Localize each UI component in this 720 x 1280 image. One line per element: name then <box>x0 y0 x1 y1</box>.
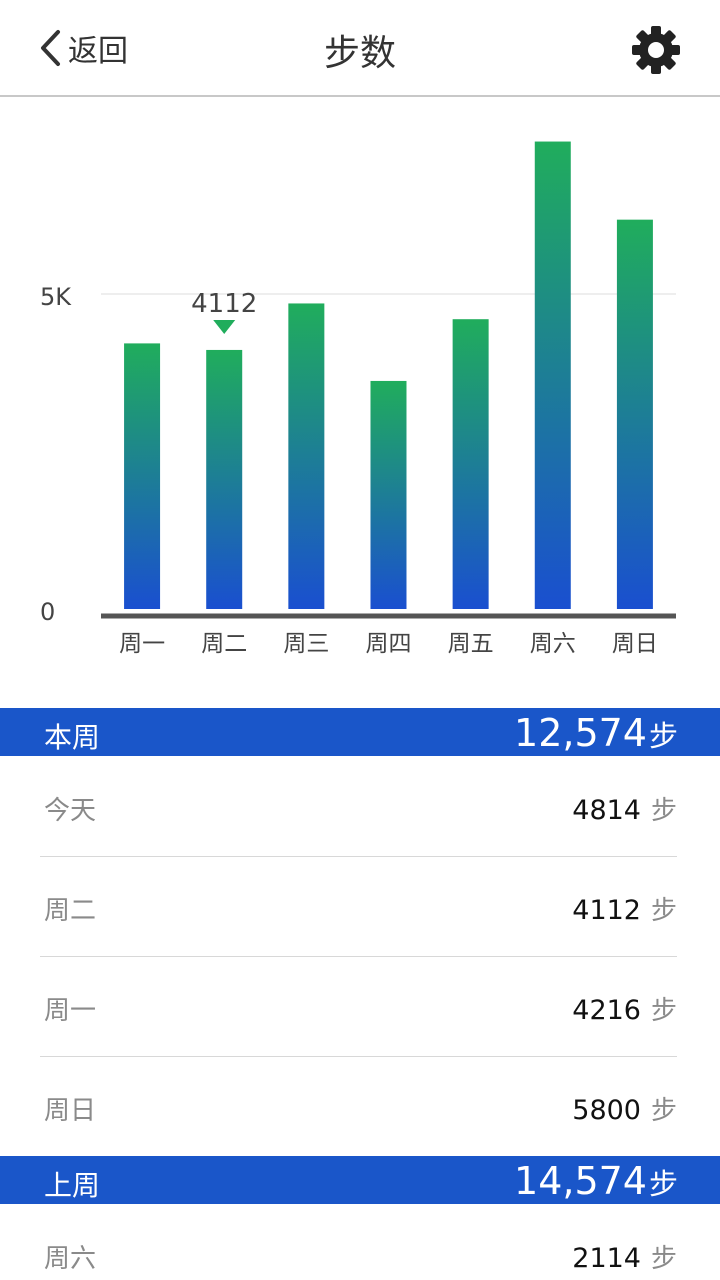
day-label: 周日 <box>44 1096 97 1126</box>
step-count: 4216 <box>572 995 641 1026</box>
chevron-left-icon <box>41 30 60 66</box>
steps-chart: 0 5K 周一 周二 周三 周四 周五 周六 周日 4112 <box>0 99 720 679</box>
this-week-total-number: 12,574 <box>514 711 647 755</box>
list-item[interactable]: 周六 2114 步 <box>40 1205 677 1280</box>
bar <box>288 303 325 609</box>
day-label: 周六 <box>44 1244 97 1274</box>
list-item[interactable]: 周日 5800 步 <box>40 1057 677 1157</box>
list-item[interactable]: 今天 4814 步 <box>40 757 677 857</box>
day-label: 今天 <box>44 796 97 826</box>
day-steps: 4814 步 <box>572 790 677 827</box>
day-label: 周一 <box>44 996 97 1026</box>
last-week-header: 上周 14,574 步 <box>0 1156 720 1204</box>
back-label: 返回 <box>68 34 128 69</box>
bar <box>124 343 161 609</box>
step-unit: 步 <box>650 896 677 926</box>
steps-bar-chart: 0 5K 周一 周二 周三 周四 周五 周六 周日 4112 <box>40 141 676 657</box>
day-steps: 2114 步 <box>572 1238 677 1275</box>
this-week-total: 12,574 步 <box>514 711 678 755</box>
y-tick-label: 0 <box>40 598 55 626</box>
bar <box>534 141 571 609</box>
step-count: 4112 <box>572 895 641 926</box>
day-steps: 5800 步 <box>572 1090 677 1127</box>
last-week-total: 14,574 步 <box>514 1159 678 1203</box>
step-unit: 步 <box>650 1244 677 1274</box>
bar <box>370 380 407 609</box>
navigation-bar: 返回 步数 <box>0 0 720 97</box>
step-unit: 步 <box>650 796 677 826</box>
y-tick-label: 5K <box>40 283 72 311</box>
last-week-label: 上周 <box>44 1169 101 1202</box>
x-tick-label: 周日 <box>612 631 658 657</box>
x-tick-label: 周一 <box>119 631 165 657</box>
this-week-header: 本周 12,574 步 <box>0 708 720 756</box>
day-label: 周二 <box>44 896 97 926</box>
day-steps: 4216 步 <box>572 990 677 1027</box>
step-count: 2114 <box>572 1243 641 1274</box>
step-unit: 步 <box>650 996 677 1026</box>
day-steps: 4112 步 <box>572 890 677 927</box>
step-unit: 步 <box>650 1096 677 1126</box>
step-count: 5800 <box>572 1095 641 1126</box>
step-count: 4814 <box>572 795 641 826</box>
back-button[interactable]: 返回 <box>38 26 128 70</box>
bar <box>616 219 653 609</box>
bar <box>452 319 489 609</box>
last-week-total-unit: 步 <box>648 1167 678 1201</box>
x-tick-label: 周六 <box>530 631 576 657</box>
this-week-label: 本周 <box>44 721 101 754</box>
list-item[interactable]: 周一 4216 步 <box>40 957 677 1057</box>
selected-bar-value: 4112 <box>191 289 257 319</box>
x-tick-label: 周三 <box>283 631 329 657</box>
x-tick-label: 周四 <box>365 631 411 657</box>
selected-bar-marker <box>213 319 236 334</box>
x-tick-label: 周五 <box>448 631 494 657</box>
last-week-total-number: 14,574 <box>514 1159 647 1203</box>
x-tick-label: 周二 <box>201 631 247 657</box>
bar <box>206 349 243 609</box>
this-week-total-unit: 步 <box>648 719 678 753</box>
gear-icon[interactable] <box>630 24 682 76</box>
list-item[interactable]: 周二 4112 步 <box>40 857 677 957</box>
